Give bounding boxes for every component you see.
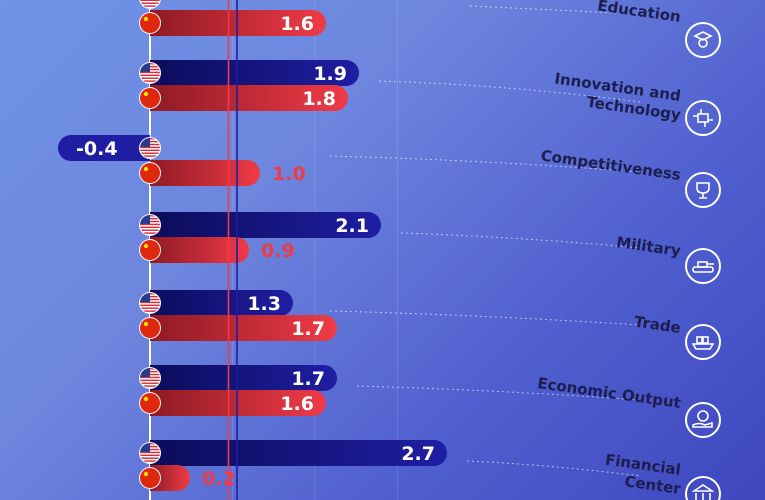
china-flag-icon [139,317,161,339]
category-connector [400,232,641,249]
category-connector [378,80,641,103]
trophy-icon [685,172,721,208]
usa-bar [150,290,293,316]
usa-bar [150,440,447,466]
usa-flag-icon [139,62,161,84]
china-value-label: 1.7 [291,318,325,340]
cargo-ship-icon [685,324,721,360]
graduate-icon [685,22,721,58]
usa-bar [150,212,381,238]
usa-value-label: 1.7 [291,368,325,390]
category-connector [329,155,641,173]
usa-flag-icon [139,367,161,389]
usa-bar [58,135,150,161]
usa-flag-icon [139,0,161,9]
usa-value-label: 1.9 [313,63,347,85]
china-bar [150,85,348,111]
tank-icon [685,248,721,284]
bank-icon [685,476,721,500]
category-connector [469,5,641,15]
category-connector [466,460,641,477]
china-value-label: 0.9 [261,240,295,262]
china-flag-icon [139,12,161,34]
usa-bar [150,60,359,86]
category-label: Competitiveness [540,146,682,183]
money-hand-icon [685,402,721,438]
china-bar [150,10,326,36]
usa-bar [150,365,337,391]
bars [58,10,447,491]
china-bar [150,465,190,491]
usa-value-label: 2.7 [401,443,435,465]
usa-value-label: -0.4 [76,138,118,160]
reference-lines [227,0,238,500]
category-icons [685,22,721,500]
china-value-label: 1.6 [280,393,314,415]
flags [139,0,161,489]
china-flag-icon [139,392,161,414]
china-flag-icon [139,467,161,489]
usa-value-label: 1.3 [247,293,281,315]
category-label: Education [596,0,682,26]
china-flag-icon [139,87,161,109]
category-connector [356,385,641,401]
china-value-label: 1.0 [272,163,306,185]
usa-flag-icon [139,214,161,236]
china-bar [150,160,260,186]
circuit-icon [685,100,721,136]
china-value-label: 1.6 [280,13,314,35]
usa-flag-icon [139,442,161,464]
category-connectors [329,5,641,477]
usa-flag-icon [139,292,161,314]
usa-flag-icon [139,137,161,159]
china-flag-icon [139,239,161,261]
category-connector [329,310,641,326]
china-bar [150,390,326,416]
category-label: Economic Output [536,374,682,412]
china-value-label: 0.2 [202,468,236,490]
china-value-label: 1.8 [302,88,336,110]
china-bar [150,315,337,341]
china-bar [150,237,249,263]
value-labels: 1.6 1.9 1.8 -0.4 1.0 2.1 0.9 1.3 1.7 1.7 1.6 2.7 0.2 [76,13,435,490]
usa-value-label: 2.1 [335,215,369,237]
category-label: Trade [633,313,682,337]
category-label: Military [615,233,682,260]
china-flag-icon [139,162,161,184]
